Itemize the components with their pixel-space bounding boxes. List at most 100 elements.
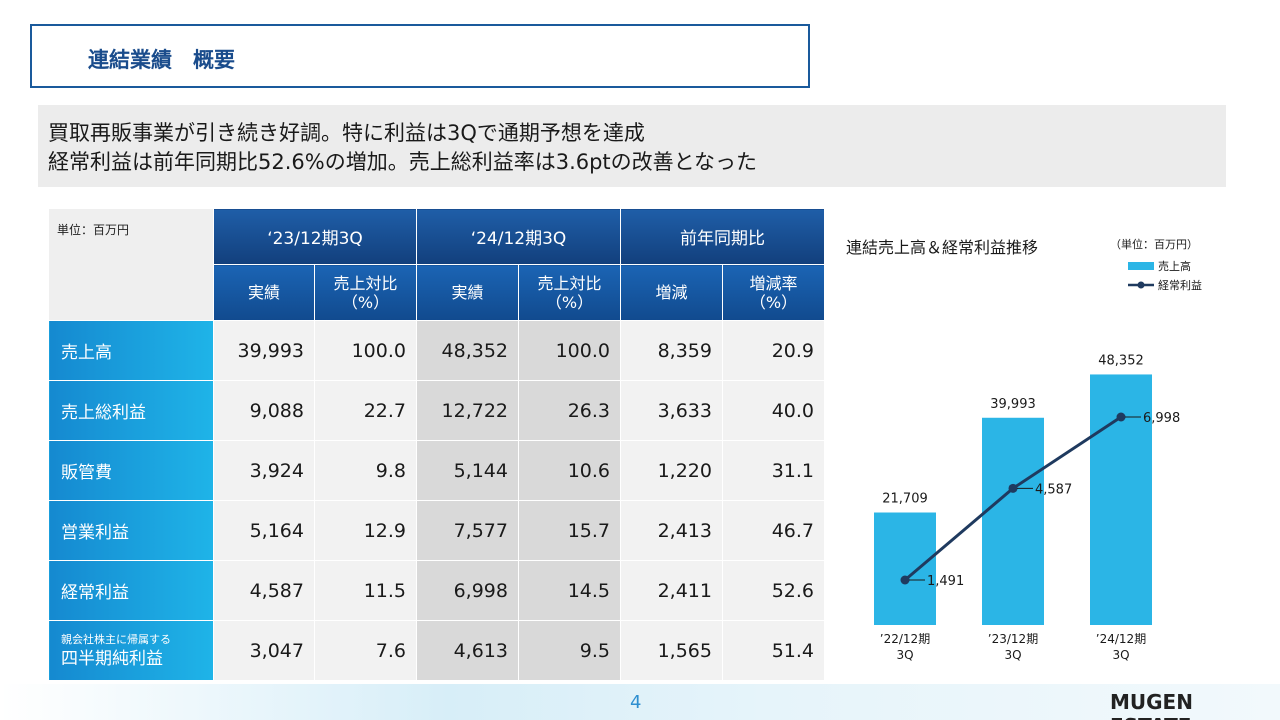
sub-header-cell: 実績: [416, 264, 519, 321]
x-tick-label: 3Q: [1112, 648, 1129, 662]
table-cell: 5,144: [416, 440, 519, 501]
bar-sales: [982, 417, 1044, 625]
table-cell: 9.8: [314, 440, 417, 501]
table-cell: 48,352: [416, 320, 519, 381]
sub-header-line2: （%）: [341, 292, 390, 312]
table-row: 売上総利益 9,088 22.7 12,722 26.3 3,633 40.0: [48, 380, 825, 441]
bar-value-label: 48,352: [1098, 353, 1144, 368]
table-cell: 20.9: [722, 320, 825, 381]
table-cell: 9,088: [213, 380, 315, 441]
table-row: 親会社株主に帰属する 四半期純利益 3,047 7.6 4,613 9.5 1,565 51.…: [48, 620, 825, 681]
row-label-small: 親会社株主に帰属する: [61, 632, 171, 646]
chart-unit: （単位：百万円）: [1110, 238, 1198, 251]
title-box: 連結業績 概要: [30, 24, 810, 88]
table-cell: 2,413: [620, 500, 723, 561]
table-cell: 3,924: [213, 440, 315, 501]
header-yoy: 前年同期比: [620, 208, 825, 265]
legend-marker-profit: [1137, 281, 1145, 289]
x-tick-label: ’22/12期: [880, 632, 930, 646]
line-value-label: 1,491: [927, 574, 964, 589]
point-profit: [900, 575, 910, 585]
x-tick-label: 3Q: [896, 648, 913, 662]
table-cell: 7.6: [314, 620, 417, 681]
point-profit: [1008, 483, 1018, 493]
sub-header-line1: 実績: [247, 283, 280, 302]
line-value-label: 4,587: [1035, 482, 1072, 497]
table-cell: 1,220: [620, 440, 723, 501]
legend-swatch-sales: [1128, 262, 1154, 270]
sub-header-cell: 売上対比 （%）: [518, 264, 621, 321]
legend-label-sales: 売上高: [1158, 259, 1191, 273]
summary-box: 買取再販事業が引き続き好調。特に利益は3Qで通期予想を達成 経常利益は前年同期比…: [38, 105, 1226, 187]
table-cell: 31.1: [722, 440, 825, 501]
financial-table: 単位：百万円 ‘23/12期3Q ‘24/12期3Q 前年同期比 実績 売上対比（…: [48, 208, 825, 681]
sub-header-cell: 増減: [620, 264, 723, 321]
row-label: 売上総利益: [48, 380, 214, 441]
table-cell: 4,587: [213, 560, 315, 621]
table-cell: 5,164: [213, 500, 315, 561]
sub-header-line1: 増減率: [749, 273, 798, 293]
table-row: 売上高 39,993 100.0 48,352 100.0 8,359 20.9: [48, 320, 825, 381]
table-cell: 3,633: [620, 380, 723, 441]
table-cell: 11.5: [314, 560, 417, 621]
table-cell: 7,577: [416, 500, 519, 561]
sub-header-line1: 売上対比: [537, 273, 602, 293]
table-cell: 10.6: [518, 440, 621, 501]
table-cell: 39,993: [213, 320, 315, 381]
sub-header-line1: 増減: [655, 283, 688, 302]
table-cell: 26.3: [518, 380, 621, 441]
table-cell: 22.7: [314, 380, 417, 441]
table-cell: 9.5: [518, 620, 621, 681]
page-number: 4: [630, 692, 642, 713]
table-cell: 12.9: [314, 500, 417, 561]
table-cell: 15.7: [518, 500, 621, 561]
row-label: 親会社株主に帰属する四半期純利益: [48, 620, 214, 681]
sub-header-cell: 実績: [213, 264, 315, 321]
table-cell: 3,047: [213, 620, 315, 681]
table-cell: 40.0: [722, 380, 825, 441]
row-label: 経常利益: [48, 560, 214, 621]
sub-header-line2: （%）: [749, 292, 798, 312]
table-cell: 51.4: [722, 620, 825, 681]
table-cell: 8,359: [620, 320, 723, 381]
table-cell: 6,998: [416, 560, 519, 621]
bar-value-label: 21,709: [882, 492, 928, 507]
table-cell: 100.0: [518, 320, 621, 381]
sub-header-cell: 増減率 （%）: [722, 264, 825, 321]
line-value-label: 6,998: [1143, 411, 1180, 426]
table-row: 営業利益 5,164 12.9 7,577 15.7 2,413 46.7: [48, 500, 825, 561]
sub-header-line2: （%）: [545, 292, 594, 312]
bar-value-label: 39,993: [990, 397, 1036, 412]
x-tick-label: ’24/12期: [1096, 632, 1146, 646]
chart-title: 連結売上高＆経常利益推移: [846, 238, 1039, 257]
x-tick-label: 3Q: [1004, 648, 1021, 662]
table-row: 販管費 3,924 9.8 5,144 10.6 1,220 31.1: [48, 440, 825, 501]
bar-sales: [874, 512, 936, 625]
table-cell: 46.7: [722, 500, 825, 561]
footer-band: [0, 684, 1280, 720]
table-cell: 2,411: [620, 560, 723, 621]
summary-line-2: 経常利益は前年同期比52.6%の増加。売上総利益率は3.6ptの改善となった: [48, 150, 758, 174]
row-label: 営業利益: [48, 500, 214, 561]
unit-label: 単位：百万円: [48, 208, 214, 321]
header-period-2023: ‘23/12期3Q: [213, 208, 417, 265]
row-label: 販管費: [48, 440, 214, 501]
header-period-2024: ‘24/12期3Q: [416, 208, 621, 265]
table-cell: 4,613: [416, 620, 519, 681]
point-profit: [1116, 412, 1126, 422]
table-cell: 52.6: [722, 560, 825, 621]
sub-header-cell: 売上対比 （%）: [314, 264, 417, 321]
sub-header-line1: 実績: [451, 283, 484, 302]
x-tick-label: ’23/12期: [988, 632, 1038, 646]
table-row: 経常利益 4,587 11.5 6,998 14.5 2,411 52.6: [48, 560, 825, 621]
row-label: 売上高: [48, 320, 214, 381]
summary-line-1: 買取再販事業が引き続き好調。特に利益は3Qで通期予想を達成: [48, 121, 645, 145]
row-label-text: 四半期純利益: [61, 648, 163, 669]
page-title: 連結業績 概要: [88, 48, 235, 72]
table-cell: 14.5: [518, 560, 621, 621]
table-cell: 1,565: [620, 620, 723, 681]
table-cell: 12,722: [416, 380, 519, 441]
legend-label-profit: 経常利益: [1158, 278, 1202, 292]
table-body: 売上高 39,993 100.0 48,352 100.0 8,359 20.9 売上総利益 9…: [48, 320, 825, 681]
